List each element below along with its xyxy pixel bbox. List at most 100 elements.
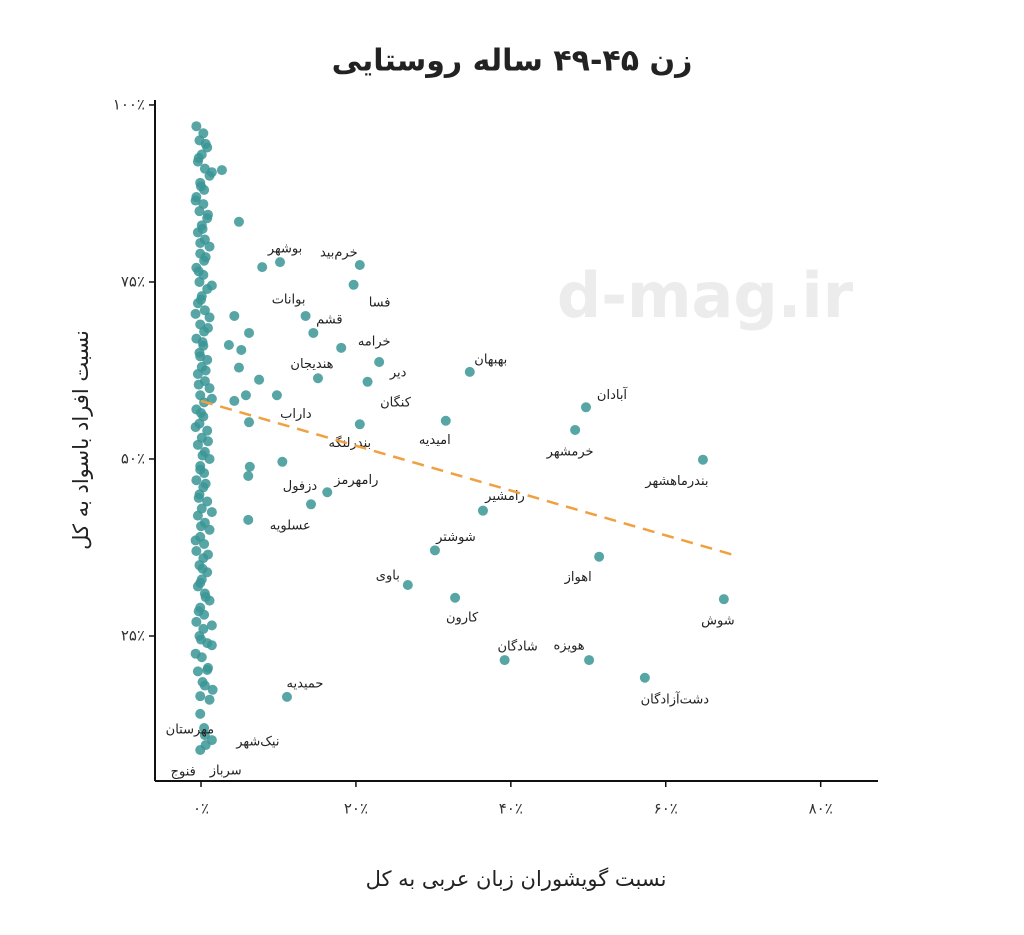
y-tick-label: ۷۵٪	[121, 272, 145, 290]
point	[429, 545, 440, 556]
point	[254, 374, 265, 385]
point-label: کارون	[446, 610, 479, 625]
point-label: خرمشهر	[546, 444, 594, 459]
point	[190, 195, 201, 206]
point-label: رامهرمز	[333, 473, 378, 488]
point	[271, 390, 282, 401]
x-tick-label: ۲۰٪	[344, 800, 368, 818]
point-label: کنگان	[380, 394, 412, 410]
point	[197, 337, 208, 348]
point	[306, 499, 317, 510]
point-label: فسا	[369, 295, 391, 310]
point-label: اهواز	[564, 570, 592, 585]
chart-title: زن ۴۵-۴۹ ساله روستایی	[332, 44, 693, 79]
point	[202, 209, 213, 220]
point-label: شادگان	[497, 639, 537, 655]
x-tick-label: ۴۰٪	[499, 800, 523, 818]
point-label: دیر	[389, 365, 407, 380]
point	[190, 648, 201, 659]
point	[195, 577, 206, 588]
point	[354, 419, 365, 430]
point	[354, 259, 365, 270]
x-tick-label: ۰٪	[193, 800, 209, 818]
point	[193, 606, 204, 617]
point	[195, 464, 206, 475]
point-label: باوی	[376, 569, 400, 584]
point	[594, 551, 605, 562]
point	[195, 744, 206, 755]
point	[191, 121, 202, 132]
point	[200, 478, 211, 489]
point-label: شوشتر	[435, 530, 476, 545]
point	[570, 424, 581, 435]
point	[204, 383, 215, 394]
point	[243, 514, 254, 525]
point	[195, 691, 206, 702]
point-label: مهرستان	[166, 723, 214, 738]
point	[193, 153, 204, 164]
point	[199, 305, 210, 316]
point	[190, 535, 201, 546]
y-tick-label: ۵۰٪	[121, 449, 145, 467]
point	[193, 266, 204, 277]
x-tick-label: ۸۰٪	[809, 800, 833, 818]
point-label: قشم	[316, 312, 342, 327]
point	[197, 677, 208, 688]
point	[374, 356, 385, 367]
point	[194, 276, 205, 287]
point	[197, 563, 208, 574]
point	[300, 310, 311, 321]
point	[191, 475, 202, 486]
point-label: حمیدیه	[287, 676, 324, 691]
point	[192, 666, 203, 677]
point	[477, 505, 488, 516]
point	[204, 694, 215, 705]
point	[191, 546, 202, 557]
point	[190, 422, 201, 433]
point	[362, 376, 373, 387]
point	[196, 294, 207, 305]
point	[257, 262, 268, 273]
point	[207, 684, 218, 695]
point-label: دزفول	[283, 479, 318, 494]
point	[580, 402, 591, 413]
point-label: هویزه	[553, 639, 584, 654]
point-label: فنوج	[171, 764, 196, 779]
point	[244, 327, 255, 338]
point-label: خرم‌بید	[320, 245, 358, 260]
point-label: خرامه	[358, 334, 391, 349]
point	[440, 415, 451, 426]
point	[197, 223, 208, 234]
point	[202, 664, 213, 675]
point	[639, 672, 650, 683]
point	[197, 450, 208, 461]
point	[192, 439, 203, 450]
y-axis-label: نسبت افراد باسواد به کل	[69, 330, 93, 550]
point	[196, 521, 207, 532]
point	[199, 538, 210, 549]
point	[199, 730, 210, 741]
y-tick-label: ۲۵٪	[121, 626, 145, 644]
x-tick-label: ۶۰٪	[654, 800, 678, 818]
point	[206, 167, 217, 178]
point	[202, 549, 213, 560]
point	[322, 487, 333, 498]
x-axis-label: نسبت گویشوران زبان عربی به کل	[366, 867, 667, 891]
point	[191, 616, 202, 627]
point	[202, 496, 213, 507]
point	[236, 344, 247, 355]
point	[195, 708, 206, 719]
point	[200, 138, 211, 149]
point-label: داراب	[280, 407, 312, 422]
point	[206, 640, 217, 651]
point	[244, 461, 255, 472]
point	[216, 165, 227, 176]
point	[206, 393, 217, 404]
point-label: بندرماهشهر	[644, 474, 708, 489]
point	[202, 322, 213, 333]
point	[281, 691, 292, 702]
point	[192, 369, 203, 380]
point	[194, 206, 205, 217]
point	[196, 407, 207, 418]
